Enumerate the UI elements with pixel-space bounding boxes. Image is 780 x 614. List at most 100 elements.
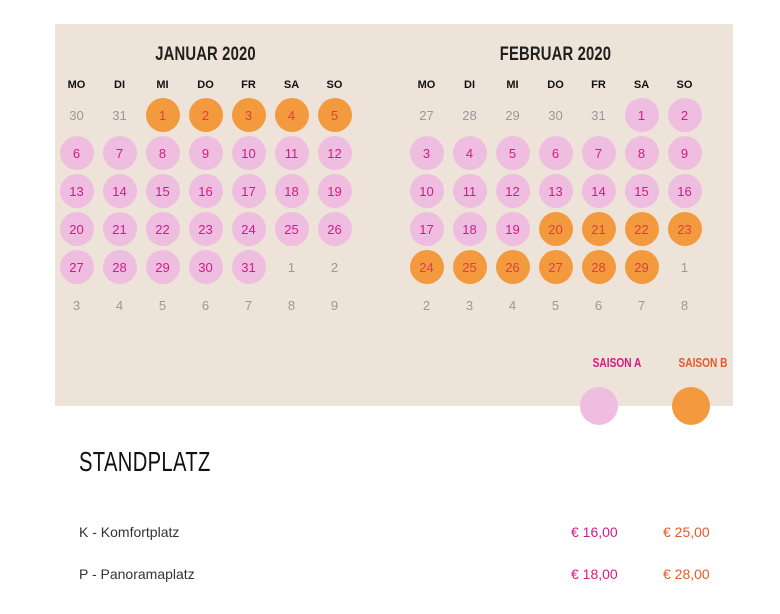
day-cell: 2 — [184, 96, 227, 134]
day-cell: 23 — [184, 210, 227, 248]
day-cell: 12 — [313, 134, 356, 172]
day-season-a: 17 — [409, 212, 444, 246]
section-heading: STANDPLATZ — [79, 446, 211, 477]
day-cell: 28 — [98, 248, 141, 286]
calendar-panel: JANUAR 2020 MO DI MI DO FR SA SO 30 31 1 2 3 4 5 6 7 8 9… — [55, 24, 733, 406]
day-cell: 21 — [577, 210, 620, 248]
day-cell: 8 — [663, 286, 706, 324]
day-cell: 30 — [184, 248, 227, 286]
weekday-label: DI — [114, 79, 125, 91]
day-season-a: 21 — [102, 212, 137, 246]
day-cell: 4 — [270, 96, 313, 134]
day-season-a: 1 — [624, 98, 659, 132]
day-outside-month: 8 — [287, 297, 296, 313]
day-cell: 2 — [313, 248, 356, 286]
day-cell: 18 — [448, 210, 491, 248]
day-season-b: 23 — [667, 212, 702, 246]
day-cell: 13 — [55, 172, 98, 210]
day-season-b: 27 — [538, 250, 573, 284]
legend-label-season-b: SAISON B — [678, 355, 728, 370]
price-row-komfortplatz: K - Komfortplatz € 16,00 € 25,00 — [79, 522, 723, 542]
day-outside-month: 29 — [505, 107, 520, 123]
day-season-a: 13 — [59, 174, 94, 208]
day-cell: 1 — [663, 248, 706, 286]
day-cell: 1 — [141, 96, 184, 134]
day-season-a: 13 — [538, 174, 573, 208]
weekday-header: MO DI MI DO FR SA SO — [55, 74, 356, 96]
day-cell: 5 — [534, 286, 577, 324]
day-cell: 17 — [405, 210, 448, 248]
day-season-a: 11 — [452, 174, 487, 208]
day-cell: 18 — [270, 172, 313, 210]
day-cell: 23 — [663, 210, 706, 248]
day-outside-month: 4 — [115, 297, 124, 313]
day-season-a: 26 — [317, 212, 352, 246]
day-outside-month: 8 — [680, 297, 689, 313]
price-row-name: K - Komfortplatz — [79, 524, 180, 540]
day-season-a: 4 — [452, 136, 487, 170]
weekday-header: MO DI MI DO FR SA SO — [405, 74, 706, 96]
day-cell: 15 — [620, 172, 663, 210]
day-season-a: 6 — [59, 136, 94, 170]
day-outside-month: 3 — [465, 297, 474, 313]
day-season-a: 15 — [145, 174, 180, 208]
day-season-a: 28 — [102, 250, 137, 284]
price-season-a: € 18,00 — [571, 566, 618, 582]
day-season-a: 2 — [667, 98, 702, 132]
day-outside-month: 2 — [422, 297, 431, 313]
day-season-b: 1 — [145, 98, 180, 132]
day-cell: 12 — [491, 172, 534, 210]
day-season-a: 27 — [59, 250, 94, 284]
day-cell: 6 — [55, 134, 98, 172]
day-cell: 2 — [405, 286, 448, 324]
day-season-b: 28 — [581, 250, 616, 284]
day-cell: 29 — [620, 248, 663, 286]
day-cell: 16 — [184, 172, 227, 210]
day-season-a: 20 — [59, 212, 94, 246]
day-season-a: 6 — [538, 136, 573, 170]
day-cell: 29 — [491, 96, 534, 134]
day-cell: 8 — [270, 286, 313, 324]
day-outside-month: 5 — [551, 297, 560, 313]
day-cell: 4 — [98, 286, 141, 324]
legend-label-season-a: SAISON A — [592, 355, 642, 370]
day-cell: 27 — [405, 96, 448, 134]
day-season-a: 11 — [274, 136, 309, 170]
day-cell: 7 — [620, 286, 663, 324]
day-outside-month: 4 — [508, 297, 517, 313]
calendar-february: FEBRUAR 2020 MO DI MI DO FR SA SO 27 28 29 30 31 1 2… — [405, 42, 706, 324]
price-season-b: € 28,00 — [663, 566, 710, 582]
day-season-b: 22 — [624, 212, 659, 246]
day-season-a: 23 — [188, 212, 223, 246]
day-cell: 20 — [534, 210, 577, 248]
day-cell: 3 — [55, 286, 98, 324]
day-outside-month: 2 — [330, 259, 339, 275]
day-cell: 13 — [534, 172, 577, 210]
day-season-a: 14 — [581, 174, 616, 208]
day-cell: 27 — [534, 248, 577, 286]
day-season-a: 30 — [188, 250, 223, 284]
day-outside-month: 7 — [637, 297, 646, 313]
weekday-label: SO — [676, 79, 693, 91]
day-cell: 24 — [227, 210, 270, 248]
day-outside-month: 31 — [591, 107, 606, 123]
day-cell: 5 — [141, 286, 184, 324]
day-cell: 19 — [491, 210, 534, 248]
weekday-label: MI — [156, 79, 169, 91]
day-season-b: 20 — [538, 212, 573, 246]
day-cell: 29 — [141, 248, 184, 286]
day-cell: 5 — [313, 96, 356, 134]
weekday-label: MI — [506, 79, 519, 91]
day-outside-month: 1 — [287, 259, 296, 275]
price-row-name: P - Panoramaplatz — [79, 566, 195, 582]
day-season-b: 29 — [624, 250, 659, 284]
day-season-a: 15 — [624, 174, 659, 208]
day-cell: 31 — [98, 96, 141, 134]
day-cell: 1 — [270, 248, 313, 286]
day-cell: 6 — [534, 134, 577, 172]
day-season-a: 9 — [188, 136, 223, 170]
day-outside-month: 6 — [594, 297, 603, 313]
weekday-label: MO — [417, 79, 436, 91]
day-cell: 8 — [141, 134, 184, 172]
day-cell: 11 — [270, 134, 313, 172]
